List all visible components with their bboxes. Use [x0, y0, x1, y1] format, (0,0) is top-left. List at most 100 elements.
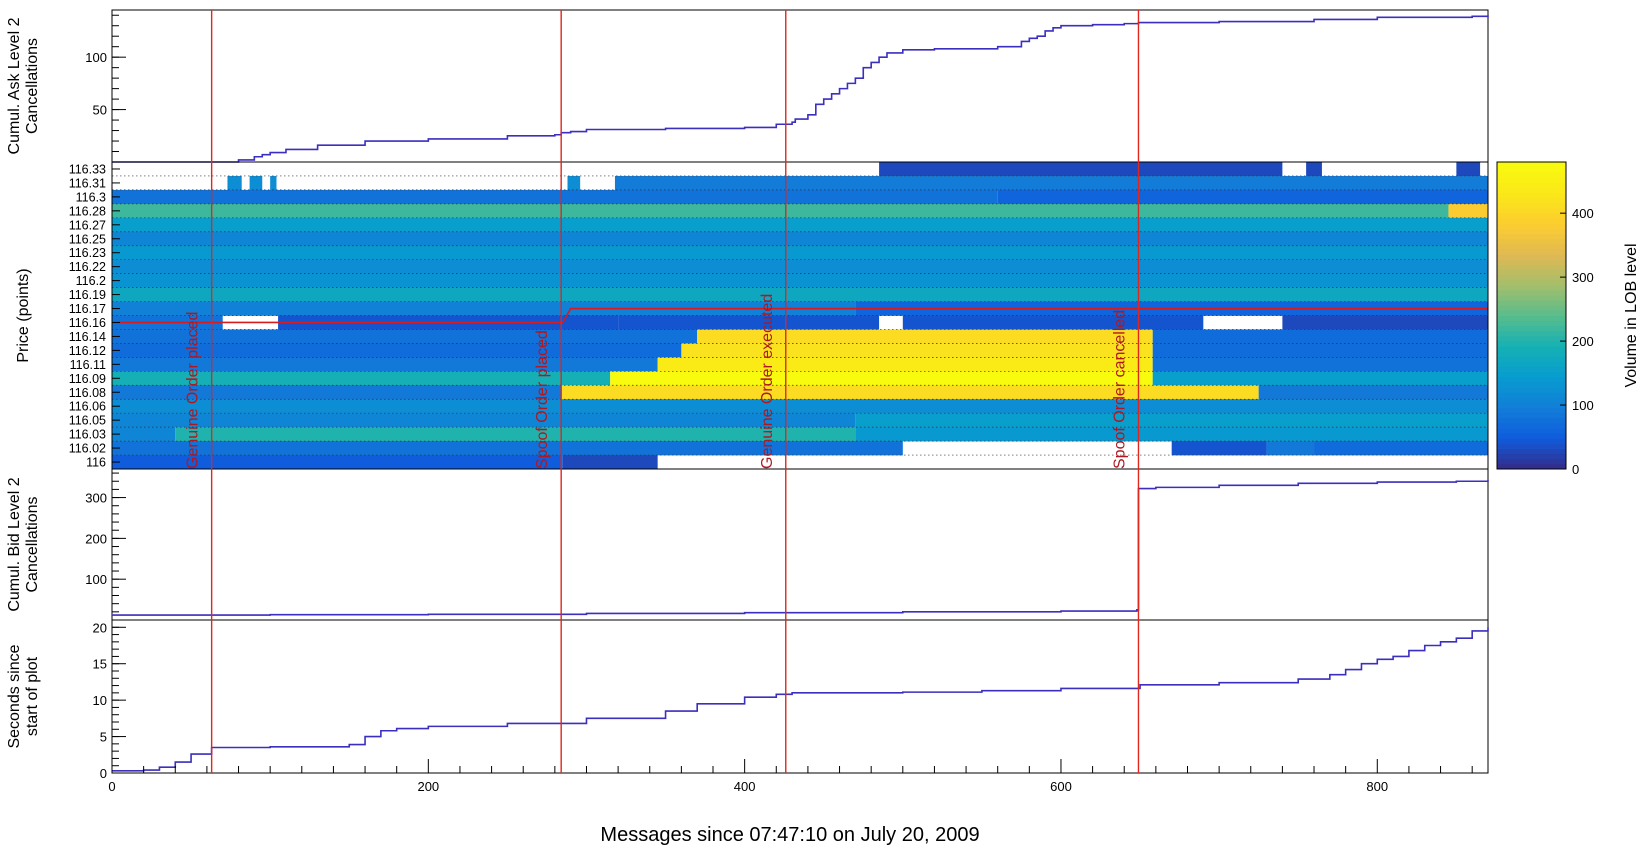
colorbar-band [1497, 325, 1566, 332]
heatmap-cell [657, 357, 1153, 372]
heatmap-y-axis-label: Price (points) [15, 268, 32, 362]
heatmap-cell [112, 455, 563, 470]
heatmap-cell [997, 189, 1488, 205]
heatmap-cell [249, 175, 263, 191]
colorbar-band [1497, 371, 1566, 378]
colorbar-band [1497, 218, 1566, 224]
heatmap-cell [112, 259, 1488, 274]
heatmap-cell [112, 287, 1488, 302]
heatmap-cell [1152, 371, 1488, 386]
heatmap-cell [112, 413, 856, 428]
price-tick-label: 116.28 [69, 204, 106, 218]
colorbar-tick-label: 0 [1572, 462, 1579, 477]
panel-ask: 50 100 Cumul. Ask Level 2Cancellations [6, 9, 1489, 163]
heatmap-cell [227, 175, 242, 191]
heatmap-cell [112, 343, 682, 358]
colorbar-band [1497, 448, 1566, 455]
colorbar-band [1497, 248, 1566, 255]
heatmap-cell [112, 245, 1488, 260]
bid-ytick-label: 100 [85, 572, 107, 587]
price-tick-label: 116.17 [69, 302, 106, 316]
colorbar-band [1497, 428, 1566, 434]
time-ytick-label: 5 [100, 730, 107, 745]
colorbar-band [1497, 310, 1566, 316]
colorbar-band [1497, 202, 1566, 209]
colorbar-band [1497, 223, 1566, 229]
colorbar-band [1497, 213, 1566, 219]
heatmap-frame [111, 161, 1489, 470]
event-label: Genuine Order placed [185, 312, 202, 469]
colorbar-band [1497, 289, 1566, 296]
colorbar-band [1497, 417, 1566, 424]
time-y-axis-label-line: Seconds since [6, 644, 23, 748]
colorbar-band [1497, 254, 1566, 260]
colorbar-band [1497, 330, 1566, 337]
event-label: Spoof Order cancelled [1111, 310, 1128, 469]
heatmap-cell [112, 371, 611, 386]
colorbar-band [1497, 397, 1566, 403]
colorbar-tick-label: 100 [1572, 398, 1594, 413]
heatmap-cell [112, 357, 658, 372]
heatmap-cell [112, 217, 1488, 233]
heatmap-cell [112, 189, 998, 205]
colorbar-band [1497, 341, 1566, 347]
colorbar-band [1497, 438, 1566, 444]
time-ytick-label: 10 [93, 693, 107, 708]
colorbar-band [1497, 172, 1566, 178]
colorbar-band [1497, 458, 1566, 465]
bid-ytick-label: 300 [85, 491, 107, 506]
bid-ytick-label: 200 [85, 531, 107, 546]
heatmap-cell [112, 329, 698, 344]
price-tick-label: 116.08 [69, 386, 106, 400]
ask-ytick-label: 50 [93, 103, 107, 118]
colorbar-band [1497, 335, 1566, 342]
price-tick-label: 116.33 [69, 162, 106, 176]
colorbar-band [1497, 315, 1566, 322]
x-axis-label: Messages since 07:47:10 on July 20, 2009 [600, 824, 979, 846]
heatmap-cell [614, 175, 1488, 191]
colorbar-tick-label: 300 [1572, 270, 1594, 285]
colorbar-band [1497, 197, 1566, 204]
heatmap-cell [681, 343, 1153, 358]
time-y-axis-label-line: start of plot [24, 656, 41, 736]
colorbar-band [1497, 361, 1566, 368]
colorbar-band [1497, 376, 1566, 383]
time-ytick-label: 20 [93, 620, 107, 635]
time-y-axis-label: Seconds sincestart of plot [6, 644, 41, 748]
heatmap-cell [112, 385, 562, 400]
heatmap-cell [561, 385, 1259, 400]
heatmap-cell [1152, 329, 1488, 344]
price-tick-label: 116.14 [69, 330, 106, 344]
colorbar-band [1497, 182, 1566, 188]
ask-y-axis-label-line: Cancellations [24, 38, 41, 134]
colorbar-band [1497, 382, 1566, 388]
colorbar-band [1497, 228, 1566, 235]
heatmap-cell [1152, 357, 1488, 372]
colorbar-band [1497, 269, 1566, 275]
x-axis: 0 200 400 600 800 [108, 759, 1473, 794]
price-tick-label: 116.02 [69, 442, 106, 456]
colorbar-band [1497, 392, 1566, 398]
time-ytick-label: 15 [93, 657, 107, 672]
heatmap-cell [112, 441, 903, 456]
x-tick-label: 400 [734, 779, 756, 794]
colorbar-band [1497, 284, 1566, 291]
colorbar-band [1497, 320, 1566, 327]
heatmap-cell [112, 427, 176, 442]
panel-time: 0 5 10 15 20 Seconds sincestart of plot [6, 619, 1489, 781]
colorbar-band [1497, 279, 1566, 286]
colorbar-band [1497, 167, 1566, 173]
heatmap-cell [618, 315, 880, 330]
colorbar-band [1497, 274, 1566, 281]
heatmap-cell [562, 455, 658, 470]
x-tick-label: 800 [1366, 779, 1388, 794]
colorbar-label: Volume in LOB level [1623, 243, 1640, 387]
ask-y-axis-label: Cumul. Ask Level 2Cancellations [6, 17, 41, 154]
colorbar-band [1497, 346, 1566, 352]
heatmap-cell [1282, 315, 1488, 330]
colorbar-band [1497, 238, 1566, 245]
colorbar-band [1497, 412, 1566, 419]
best-ask-line [112, 307, 1488, 324]
heatmap-cell [610, 371, 1153, 386]
event-label: Spoof Order placed [534, 330, 551, 469]
